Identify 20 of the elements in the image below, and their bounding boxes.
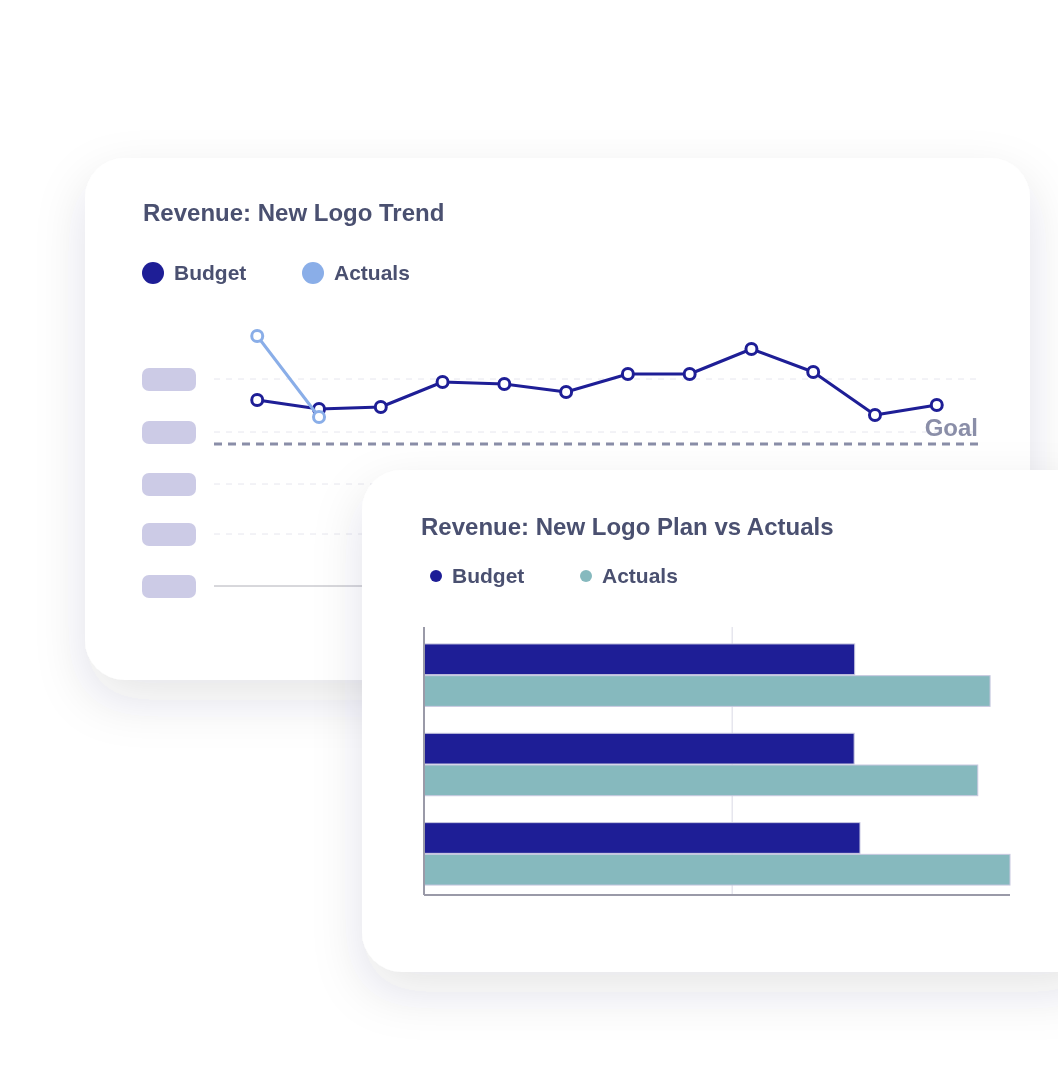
point — [929, 398, 944, 412]
ref-line-label: Goal — [924, 414, 978, 441]
point — [250, 393, 265, 407]
chart-title: Revenue: New Logo Plan vs Actuals — [421, 513, 834, 540]
legend-label: Actuals — [602, 564, 678, 587]
point — [435, 375, 450, 389]
point — [620, 367, 635, 381]
chart-title: Revenue: New Logo Trend — [143, 199, 445, 226]
legend-label: Budget — [452, 564, 525, 587]
point — [682, 367, 697, 381]
legend-label: Budget — [174, 261, 247, 284]
point — [744, 342, 759, 356]
point — [373, 400, 388, 414]
point — [806, 365, 821, 379]
point — [312, 410, 327, 424]
point — [497, 377, 512, 391]
legend-label: Actuals — [334, 261, 410, 284]
point — [250, 329, 265, 343]
point — [559, 385, 574, 399]
point — [867, 408, 882, 422]
